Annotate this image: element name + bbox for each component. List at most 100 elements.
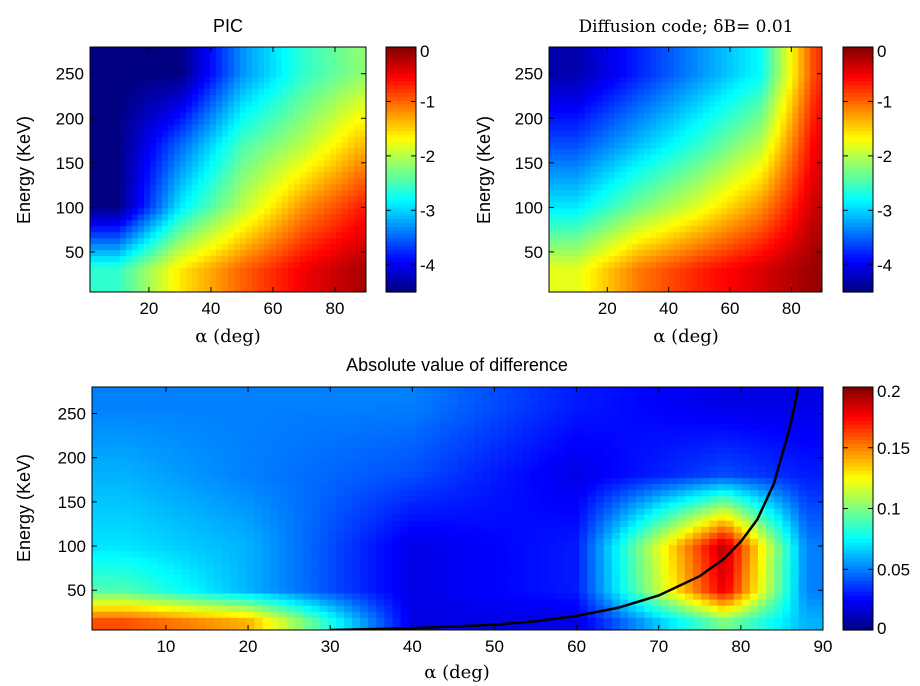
heatmap-cell <box>114 238 121 245</box>
heatmap-cell <box>554 429 564 437</box>
heatmap-cell <box>652 399 662 406</box>
heatmap-cell <box>514 387 524 394</box>
heatmap-cell <box>252 268 259 275</box>
heatmap-cell <box>180 88 187 96</box>
heatmap-cell <box>649 76 657 84</box>
heatmap-cell <box>264 196 271 203</box>
heatmap-cell <box>489 447 499 455</box>
heatmap-cell <box>294 47 301 54</box>
heatmap-cell <box>602 166 609 174</box>
heatmap-cell <box>596 160 604 168</box>
heatmap-cell <box>549 112 556 120</box>
heatmap-cell <box>342 238 349 245</box>
heatmap-cell <box>626 76 633 84</box>
heatmap-cell <box>173 417 182 425</box>
heatmap-cell <box>814 417 823 425</box>
colorbar-swatch <box>843 54 873 60</box>
heatmap-cell <box>262 447 272 455</box>
heatmap-cell <box>679 244 687 251</box>
heatmap-cell <box>786 154 793 162</box>
heatmap-cell <box>210 58 217 66</box>
heatmap-cell <box>174 190 181 197</box>
heatmap-cell <box>286 405 296 412</box>
heatmap-cell <box>216 70 223 78</box>
heatmap-cell <box>204 64 211 72</box>
heatmap-cell <box>792 70 799 78</box>
heatmap-cell <box>210 214 217 221</box>
colorbar-swatch <box>386 138 416 144</box>
heatmap-cell <box>725 399 735 406</box>
heatmap-cell <box>392 417 402 425</box>
heatmap-cell <box>144 100 151 108</box>
heatmap-cell <box>715 47 722 54</box>
heatmap-cell <box>554 256 562 263</box>
heatmap-cell <box>732 244 740 251</box>
heatmap-cell <box>786 160 793 168</box>
colorbar-swatch <box>843 119 873 125</box>
heatmap-cell <box>138 190 145 197</box>
heatmap-cell <box>584 76 592 84</box>
heatmap-cell <box>560 130 568 138</box>
heatmap-cell <box>768 52 776 60</box>
heatmap-cell <box>465 441 475 449</box>
heatmap-cell <box>441 387 450 394</box>
heatmap-cell <box>288 52 295 60</box>
heatmap-cell <box>546 399 556 406</box>
heatmap-cell <box>312 232 319 239</box>
heatmap-cell <box>786 172 793 180</box>
heatmap-cell <box>691 160 698 168</box>
heatmap-cell <box>738 214 746 221</box>
heatmap-cell <box>644 417 654 425</box>
heatmap-cell <box>786 286 793 292</box>
heatmap-cell <box>709 226 716 233</box>
heatmap-cell <box>138 76 145 84</box>
heatmap-cell <box>156 447 166 455</box>
heatmap-cell <box>162 148 169 156</box>
heatmap-cell <box>286 411 296 418</box>
heatmap-cell <box>667 106 675 114</box>
heatmap-cell <box>228 184 235 192</box>
heatmap-cell <box>306 76 313 84</box>
heatmap-cell <box>351 447 361 455</box>
colorbar-swatch <box>843 272 873 278</box>
heatmap-cell <box>181 393 191 400</box>
heatmap-cell <box>602 190 609 197</box>
heatmap-cell <box>294 208 301 215</box>
heatmap-cell <box>701 411 710 418</box>
heatmap-cell <box>655 100 663 108</box>
heatmap-cell <box>786 184 793 192</box>
heatmap-cell <box>804 166 811 174</box>
heatmap-cell <box>354 196 361 203</box>
heatmap-cell <box>602 232 609 239</box>
heatmap-cell <box>433 447 442 455</box>
heatmap-cell <box>709 106 716 114</box>
heatmap-cell <box>282 94 289 102</box>
heatmap-cell <box>762 94 770 102</box>
heatmap-cell <box>300 70 307 78</box>
heatmap-cell <box>727 154 734 162</box>
heatmap-cell <box>180 76 187 84</box>
heatmap-cell <box>181 399 191 406</box>
heatmap-cell <box>384 405 394 412</box>
heatmap-cell <box>343 399 353 406</box>
heatmap-cell <box>608 184 615 192</box>
heatmap-cell <box>264 280 271 287</box>
heatmap-cell <box>258 268 265 275</box>
heatmap-cell <box>744 47 752 54</box>
heatmap-cell <box>449 405 459 412</box>
heatmap-cell <box>228 52 235 60</box>
heatmap-cell <box>546 393 556 400</box>
heatmap-cell <box>727 172 734 180</box>
heatmap-cell <box>786 262 793 269</box>
heatmap-cell <box>90 172 97 180</box>
heatmap-cell <box>660 393 670 400</box>
heatmap-cell <box>774 160 782 168</box>
heatmap-cell <box>108 214 115 221</box>
heatmap-cell <box>180 274 187 281</box>
heatmap-cell <box>611 441 621 449</box>
heatmap-cell <box>311 441 321 449</box>
heatmap-cell <box>549 256 556 263</box>
heatmap-cell <box>560 226 568 233</box>
heatmap-cell <box>324 184 331 192</box>
heatmap-cell <box>732 100 740 108</box>
